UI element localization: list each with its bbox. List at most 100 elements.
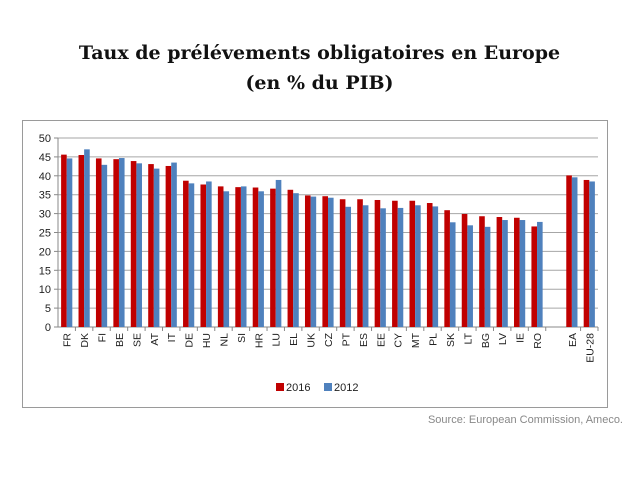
bar-2012-IT xyxy=(171,162,177,327)
bar-2016-MT xyxy=(409,200,416,327)
legend-swatch-2012 xyxy=(324,383,332,391)
x-tick-label: BE xyxy=(114,333,126,347)
y-tick-label: 15 xyxy=(39,265,51,277)
x-tick-label: EE xyxy=(375,333,387,347)
x-tick-label: MT xyxy=(410,332,422,348)
bar-2012-CY xyxy=(397,207,404,327)
legend-label-2012: 2012 xyxy=(334,382,358,394)
bar-2016-HU xyxy=(200,184,207,327)
bar-2016-AT xyxy=(148,164,154,327)
bar-2016-IE xyxy=(514,217,520,327)
x-tick-label: CZ xyxy=(323,332,335,347)
bar-2016-LV xyxy=(496,217,503,327)
x-tick-label: FI xyxy=(97,333,109,342)
x-tick-label: LT xyxy=(462,332,474,344)
bar-2012-AT xyxy=(153,168,160,327)
bar-2012-SI xyxy=(240,186,247,327)
bar-2016-EL xyxy=(287,189,294,327)
bar-2016-SK xyxy=(444,210,450,327)
bar-2016-BE xyxy=(113,159,119,327)
bar-2012-FR xyxy=(66,158,73,327)
x-tick-label: FR xyxy=(62,333,74,347)
bar-2012-LT xyxy=(467,225,473,327)
x-tick-label: DE xyxy=(184,333,196,348)
bar-2012-EL xyxy=(293,193,299,327)
x-tick-label: NL xyxy=(218,333,230,347)
bar-2012-EE xyxy=(380,208,386,327)
bar-2012-SK xyxy=(449,222,456,327)
x-tick-label: PL xyxy=(428,333,440,346)
x-tick-label: PT xyxy=(340,332,352,346)
bar-2012-DK xyxy=(84,149,90,327)
x-tick-label: IT xyxy=(166,332,178,342)
bar-2016-PT xyxy=(339,199,346,327)
y-tick-label: 50 xyxy=(39,133,51,145)
bar-2012-BG xyxy=(484,226,491,327)
bar-2016-ES xyxy=(357,199,363,327)
x-tick-label: EU-28 xyxy=(584,333,596,363)
x-tick-label: HU xyxy=(201,333,213,348)
bar-2016-EE xyxy=(374,199,381,327)
x-tick-label: CY xyxy=(393,333,405,348)
bar-2016-FR xyxy=(61,154,67,327)
chart-subtitle: (en % du PIB) xyxy=(245,72,394,94)
y-tick-label: 10 xyxy=(39,284,51,296)
bar-2012-SE xyxy=(136,163,142,327)
bar-2012-LU xyxy=(275,179,282,327)
bar-2012-BE xyxy=(118,158,125,327)
x-tick-label: BG xyxy=(480,333,492,348)
bar-2016-FI xyxy=(95,158,102,327)
y-tick-label: 40 xyxy=(39,171,51,183)
y-tick-label: 45 xyxy=(39,152,51,164)
bar-2016-UK xyxy=(304,195,311,327)
x-tick-label: ES xyxy=(358,333,370,347)
bar-2012-NL xyxy=(223,191,230,327)
x-tick-label: LU xyxy=(271,333,283,346)
x-tick-label: DK xyxy=(79,333,91,348)
bar-2016-EU-28 xyxy=(583,179,590,327)
bar-2016-SI xyxy=(235,187,241,327)
bar-2016-PL xyxy=(426,203,433,327)
bar-2012-EU-28 xyxy=(589,181,595,327)
chart-frame: 0 5 10 15 20 25 30 35 40 45 50 FR DK FI BE SE AT IT DE HU NL… xyxy=(22,120,608,408)
bar-2016-LT xyxy=(461,213,468,327)
x-tick-label: UK xyxy=(306,333,318,348)
bar-2012-RO xyxy=(537,221,543,327)
bar-2016-CY xyxy=(392,200,398,327)
x-tick-label: SI xyxy=(236,333,248,343)
x-tick-label: EA xyxy=(567,333,579,347)
bar-2012-EA xyxy=(571,177,578,327)
y-tick-label: 5 xyxy=(45,303,51,315)
source-note: Source: European Commission, Ameco. xyxy=(427,414,623,426)
y-tick-label: 25 xyxy=(39,228,51,240)
bar-2016-EA xyxy=(566,175,572,327)
bar-2012-UK xyxy=(310,196,317,327)
bar-2016-HR xyxy=(252,187,259,327)
bar-2012-PL xyxy=(432,206,439,327)
bar-2016-LU xyxy=(270,188,276,327)
bar-2016-NL xyxy=(217,186,224,327)
bar-2016-DE xyxy=(183,180,189,327)
legend-swatch-2016 xyxy=(276,383,284,391)
bar-2012-ES xyxy=(362,205,369,327)
bar-2012-HU xyxy=(206,181,212,327)
bar-chart: 0 5 10 15 20 25 30 35 40 45 50 FR DK FI BE SE AT IT DE HU NL… xyxy=(39,133,599,394)
legend-label-2016: 2016 xyxy=(286,382,310,394)
bar-2012-PT xyxy=(345,206,352,327)
x-tick-label: EL xyxy=(288,333,300,346)
bar-2012-MT xyxy=(415,205,421,327)
bar-2016-CZ xyxy=(322,196,328,327)
bar-2012-HR xyxy=(258,191,264,327)
bar-2016-IT xyxy=(165,165,172,327)
bar-2012-DE xyxy=(188,183,195,327)
bar-2016-BG xyxy=(479,216,485,327)
bar-2012-FI xyxy=(101,164,108,327)
x-tick-label: SK xyxy=(445,333,457,347)
y-tick-label: 0 xyxy=(45,322,51,334)
y-tick-label: 30 xyxy=(39,209,51,221)
x-tick-label: RO xyxy=(532,333,544,349)
bar-2012-CZ xyxy=(328,197,334,327)
y-tick-label: 35 xyxy=(39,190,51,202)
x-tick-label: IE xyxy=(515,333,527,343)
bar-2016-SE xyxy=(130,161,137,327)
